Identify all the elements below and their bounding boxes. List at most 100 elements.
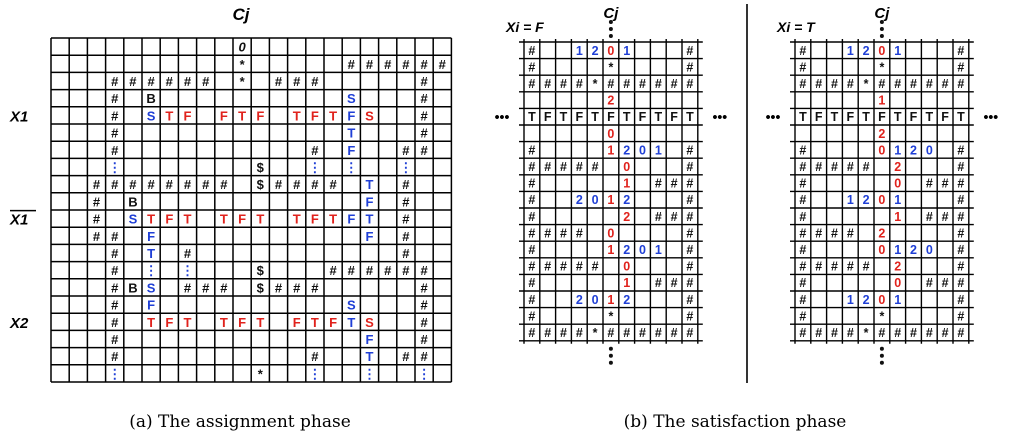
grid-symbol: 0 xyxy=(639,143,646,157)
grid-symbol: # xyxy=(528,143,535,157)
grid-symbol: T xyxy=(256,315,264,330)
grid-symbol: T xyxy=(165,108,173,123)
grid-symbol: ⋮ xyxy=(108,366,121,381)
grid-symbol: # xyxy=(420,143,428,158)
grid-symbol: 1 xyxy=(655,143,662,157)
grid-symbol: 2 xyxy=(623,243,630,257)
grid-symbol: ⋮ xyxy=(363,366,376,381)
grid-symbol: # xyxy=(402,57,410,72)
grid-symbol: 0 xyxy=(623,260,630,274)
grid-symbol: # xyxy=(815,77,822,91)
grid-symbol: F xyxy=(366,194,374,209)
grid-symbol: # xyxy=(528,177,535,191)
grid-symbol: # xyxy=(815,260,822,274)
grid-symbol: # xyxy=(815,226,822,240)
row-label: X1 xyxy=(9,212,28,229)
grid-symbol: # xyxy=(847,326,854,340)
grid-symbol: * xyxy=(240,57,246,72)
grid-symbol: 1 xyxy=(878,94,885,108)
grid-symbol: 0 xyxy=(607,226,614,240)
grid-symbol: # xyxy=(544,77,551,91)
grid-symbol: # xyxy=(528,77,535,91)
grid-symbol: # xyxy=(847,226,854,240)
grid-symbol: # xyxy=(311,349,319,364)
grid-symbol: # xyxy=(592,260,599,274)
grid-symbol: # xyxy=(655,77,662,91)
grid-symbol: # xyxy=(420,280,428,295)
grid-symbol: # xyxy=(544,226,551,240)
grid-symbol: S xyxy=(347,298,356,313)
grid-symbol: 1 xyxy=(894,293,901,307)
grid-symbol: F xyxy=(165,212,173,227)
grid-symbol: 0 xyxy=(926,143,933,157)
grid-symbol: # xyxy=(957,243,964,257)
grid-symbol: F xyxy=(544,110,552,124)
grid-symbol: # xyxy=(560,77,567,91)
grid-symbol: # xyxy=(220,280,228,295)
grid-symbol: # xyxy=(815,160,822,174)
grid-symbol: 0 xyxy=(894,177,901,191)
subpanel-column-label: Cj xyxy=(603,5,619,22)
grid-symbol: # xyxy=(926,77,933,91)
grid-symbol: # xyxy=(420,57,428,72)
grid-symbol: F xyxy=(329,315,337,330)
grid-symbol: # xyxy=(202,280,210,295)
grid-symbol: T xyxy=(147,212,155,227)
grid-symbol: # xyxy=(528,210,535,224)
grid-symbol: # xyxy=(686,60,693,74)
grid-symbol: # xyxy=(348,57,356,72)
grid-symbol: T xyxy=(862,110,870,124)
grid-symbol: # xyxy=(560,326,567,340)
grid-symbol: S xyxy=(129,212,138,227)
grid-symbol: # xyxy=(957,160,964,174)
grid-symbol: # xyxy=(671,276,678,290)
grid-symbol: # xyxy=(111,126,119,141)
grid-symbol: # xyxy=(957,326,964,340)
continuation-dot xyxy=(608,34,613,38)
grid-symbol: # xyxy=(799,276,806,290)
grid-symbol: 0 xyxy=(926,243,933,257)
grid-symbol: T xyxy=(957,110,965,124)
grid-symbol: 1 xyxy=(607,293,614,307)
continuation-dot xyxy=(879,353,884,358)
grid-symbol: F xyxy=(238,315,246,330)
grid-symbol: 0 xyxy=(878,193,885,207)
grid-symbol: 0 xyxy=(623,160,630,174)
grid-symbol: # xyxy=(799,326,806,340)
grid-symbol: # xyxy=(420,91,428,106)
grid-symbol: # xyxy=(420,349,428,364)
grid-symbol: 2 xyxy=(623,210,630,224)
grid-symbol: # xyxy=(957,143,964,157)
grid-symbol: T xyxy=(366,212,374,227)
grid-symbol: # xyxy=(111,315,119,330)
side-ellipsis-right: ••• xyxy=(712,109,727,125)
grid-symbol: # xyxy=(402,246,410,261)
side-ellipsis-left: ••• xyxy=(766,109,781,125)
continuation-dot xyxy=(879,27,884,31)
grid-symbol: T xyxy=(654,110,662,124)
grid-symbol: F xyxy=(256,108,264,123)
subpanel-title: Xi = F xyxy=(505,19,544,35)
grid-symbol: # xyxy=(942,276,949,290)
grid-symbol: # xyxy=(815,326,822,340)
grid-symbol: # xyxy=(686,177,693,191)
grid-symbol: # xyxy=(560,260,567,274)
grid-symbol: # xyxy=(528,276,535,290)
satisfaction-phase-panel: Xi = FCj••• •••# 1 2 0 1 ## * ## # # # * # # # # # #2T F T F T… xyxy=(495,4,998,432)
grid-symbol: # xyxy=(311,143,319,158)
grid-symbol: # xyxy=(847,260,854,274)
grid-symbol: # xyxy=(655,177,662,191)
grid-symbol: # xyxy=(686,260,693,274)
grid-symbol: $ xyxy=(257,263,265,278)
grid-symbol: 0 xyxy=(878,243,885,257)
grid-symbol: $ xyxy=(257,160,265,175)
grid-symbol: # xyxy=(942,177,949,191)
grid-symbol: # xyxy=(686,243,693,257)
grid-symbol: F xyxy=(147,298,155,313)
grid-symbol: T xyxy=(238,108,246,123)
grid-symbol: 1 xyxy=(607,193,614,207)
grid-symbol: 2 xyxy=(863,293,870,307)
grid-symbol: # xyxy=(592,160,599,174)
grid-symbol: # xyxy=(111,246,119,261)
row-label: X1 xyxy=(9,108,28,125)
